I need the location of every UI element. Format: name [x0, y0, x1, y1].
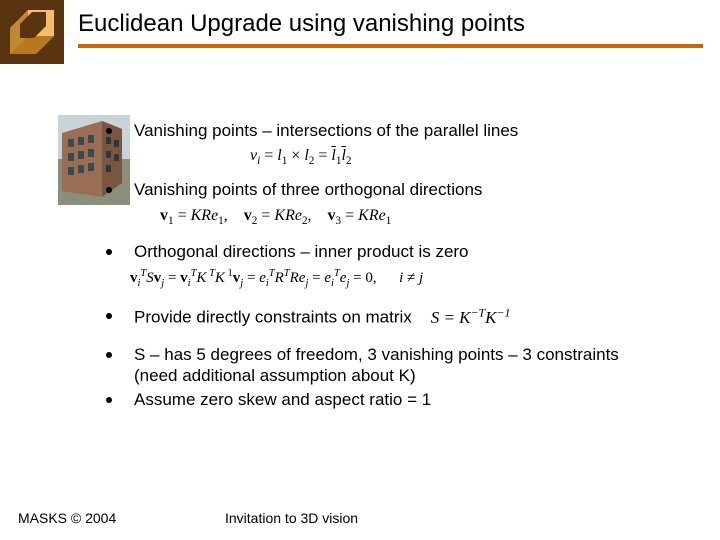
bullet-text: Assume zero skew and aspect ratio = 1 — [134, 389, 431, 410]
formula-vanishing-point: vi = l1 × l2 = l1l2 — [250, 147, 700, 167]
bullet-dot — [106, 352, 112, 358]
formula-three-directions: v1 = KRe1, v2 = KRe2, v3 = KRe1 — [160, 207, 700, 227]
formula-s-matrix: S = K−TK−1 — [431, 308, 511, 327]
bullet-dot — [106, 187, 112, 193]
footer-subtitle: Invitation to 3D vision — [225, 510, 358, 526]
bullet-dot — [106, 249, 112, 255]
bullet-text: Vanishing points – intersections of the … — [134, 120, 518, 141]
footer-copyright: MASKS © 2004 — [18, 510, 116, 526]
bullet-item: Vanishing points – intersections of the … — [70, 120, 700, 141]
bullet-item: Vanishing points of three orthogonal dir… — [70, 179, 700, 200]
title-underline — [78, 44, 703, 48]
bullet-dot — [106, 397, 112, 403]
bullet-text-inner: Provide directly constraints on matrix — [134, 308, 412, 327]
bullet-item: Provide directly constraints on matrix S… — [70, 305, 700, 328]
logo-icon — [0, 0, 64, 64]
content-area: Vanishing points – intersections of the … — [70, 120, 700, 416]
bullet-text: S – has 5 degrees of freedom, 3 vanishin… — [134, 344, 654, 387]
bullet-dot — [106, 313, 112, 319]
bullet-item: Orthogonal directions – inner product is… — [70, 241, 700, 262]
bullet-item: S – has 5 degrees of freedom, 3 vanishin… — [70, 344, 700, 387]
slide-title: Euclidean Upgrade using vanishing points — [78, 10, 525, 38]
bullet-text: Provide directly constraints on matrix S… — [134, 305, 511, 328]
bullet-dot — [106, 128, 112, 134]
bullet-item: Assume zero skew and aspect ratio = 1 — [70, 389, 700, 410]
bullet-text: Orthogonal directions – inner product is… — [134, 241, 469, 262]
formula-inner-product: viTSvj = viTK TK 1vj = eiTRTRej = eiTej … — [130, 268, 700, 289]
bullet-text: Vanishing points of three orthogonal dir… — [134, 179, 482, 200]
